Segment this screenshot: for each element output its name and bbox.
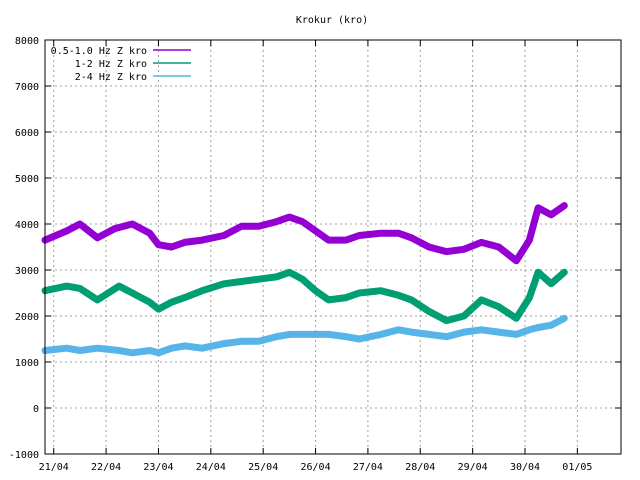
x-tick-label: 30/04 — [510, 462, 540, 473]
x-tick-label: 28/04 — [405, 462, 435, 473]
legend: 0.5-1.0 Hz Z kro 1-2 Hz Z kro 2-4 Hz Z kro — [51, 46, 191, 83]
y-tick-label: -1000 — [9, 450, 39, 461]
series-lines — [41, 202, 568, 357]
x-tick-label: 01/05 — [562, 462, 592, 473]
plot-border — [44, 39, 622, 455]
y-tick-label: 7000 — [15, 82, 39, 93]
x-tick-label: 23/04 — [143, 462, 173, 473]
chart-title: Krokur (kro) — [296, 15, 368, 26]
series-line-1 — [41, 202, 568, 265]
legend-label: 1-2 Hz Z kro — [75, 59, 147, 70]
y-tick-label: 0 — [33, 404, 39, 415]
y-tick-label: 1000 — [15, 358, 39, 369]
series-line-2 — [41, 268, 568, 325]
x-tick-label: 29/04 — [458, 462, 488, 473]
x-tick-label: 27/04 — [353, 462, 383, 473]
y-tick-label: 6000 — [15, 128, 39, 139]
axis-ticks: -1000 0 1000 2000 3000 4000 5000 6000 7000 8000 21… — [9, 36, 621, 473]
y-tick-label: 8000 — [15, 36, 39, 47]
y-tick-label: 2000 — [15, 312, 39, 323]
x-tick-label: 25/04 — [248, 462, 278, 473]
y-tick-label: 5000 — [15, 174, 39, 185]
legend-label: 2-4 Hz Z kro — [75, 72, 147, 83]
series-line-3 — [41, 314, 568, 357]
x-tick-label: 21/04 — [39, 462, 69, 473]
y-tick-label: 3000 — [15, 266, 39, 277]
legend-label: 0.5-1.0 Hz Z kro — [51, 46, 147, 57]
x-tick-label: 22/04 — [91, 462, 121, 473]
x-tick-label: 24/04 — [196, 462, 226, 473]
x-tick-label: 26/04 — [300, 462, 330, 473]
y-tick-label: 4000 — [15, 220, 39, 231]
